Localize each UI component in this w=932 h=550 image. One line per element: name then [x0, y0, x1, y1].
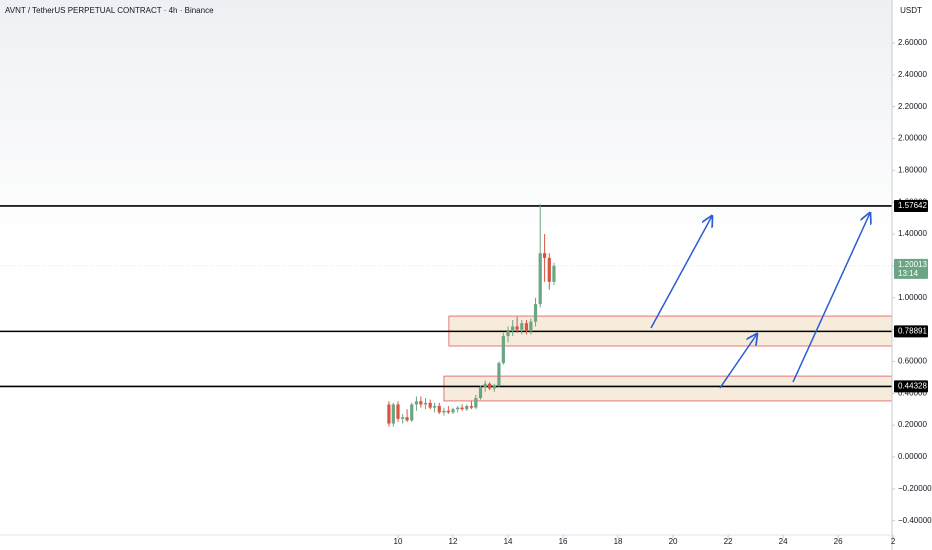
y-tick-label: 2.00000 [898, 134, 927, 143]
candle-body [547, 257, 551, 282]
y-tick-label: −0.40000 [898, 516, 932, 525]
y-tick-label: 0.40000 [898, 388, 927, 397]
x-tick-label: 20 [669, 537, 678, 546]
candle-body [538, 253, 542, 305]
candle-body [529, 321, 533, 332]
candle-body [401, 417, 405, 419]
candle-body [432, 406, 437, 408]
drawings [650, 213, 870, 389]
y-tick-label: 1.40000 [898, 229, 927, 238]
y-tick-label: 2.60000 [898, 38, 927, 47]
candle-body [465, 406, 469, 410]
candle-body [483, 383, 487, 387]
candle-body [391, 404, 395, 424]
y-tick-label: −0.20000 [898, 484, 932, 493]
y-tick-label: 0.20000 [898, 420, 927, 429]
candle-body [451, 409, 455, 413]
y-tick-label: 1.00000 [898, 293, 927, 302]
candle-body [487, 383, 492, 389]
chart-title: AVNT / TetherUS PERPETUAL CONTRACT · 4h … [5, 6, 214, 15]
arrow [650, 216, 712, 329]
x-tick-label: 18 [614, 537, 623, 546]
candle-body [543, 253, 547, 258]
level-label-box [894, 325, 928, 338]
x-tick-label: 22 [724, 537, 733, 546]
x-tick-label: 26 [834, 537, 843, 546]
candle-body [501, 335, 505, 364]
x-tick-label: 24 [779, 537, 788, 546]
last-price-label: 1.20013 [898, 260, 927, 269]
y-tick-label: 2.40000 [898, 70, 927, 79]
candle-body [405, 417, 409, 421]
countdown-label: 13:14 [898, 269, 919, 278]
candle-body [456, 407, 460, 410]
arrow [792, 213, 870, 383]
candle-body [492, 385, 496, 389]
candle-body [414, 401, 419, 405]
candle-body [515, 326, 519, 330]
candle-body [419, 401, 423, 405]
candle-body [552, 265, 556, 282]
level-label: 1.57642 [898, 201, 927, 210]
y-tick-label: 1.80000 [898, 165, 927, 174]
candle-body [497, 363, 501, 386]
x-tick-label: 2 [891, 537, 896, 546]
plot-area [0, 203, 893, 427]
candle-body [428, 402, 432, 408]
candle-body [387, 404, 391, 424]
axes: −0.40000 −0.20000 0.00000 0.20000 0.40000 0.6… [394, 38, 932, 546]
candle-body [511, 326, 515, 332]
candle-body [520, 323, 524, 330]
candle-body [437, 406, 441, 413]
x-tick-label: 16 [559, 537, 568, 546]
candle-body [460, 407, 464, 410]
candle-body [506, 331, 510, 336]
x-tick-label: 12 [449, 537, 458, 546]
candle-body [469, 406, 474, 408]
candle-body [533, 304, 538, 322]
y-tick-label: 0.60000 [898, 357, 927, 366]
x-tick-label: 10 [394, 537, 403, 546]
candle-body [478, 386, 483, 399]
candle-body [446, 410, 450, 413]
x-tick-label: 14 [504, 537, 513, 546]
y-tick-label: 0.00000 [898, 452, 927, 461]
candle-body [442, 410, 446, 413]
currency-label: USDT [900, 6, 922, 15]
candle-body [474, 398, 478, 408]
candle-body [396, 404, 400, 419]
last-price-box [894, 258, 928, 279]
level-label-box [894, 199, 928, 212]
candle-body [410, 404, 414, 421]
arrow [719, 334, 757, 389]
y-tick-label: 2.20000 [898, 102, 927, 111]
candle-body [524, 323, 529, 332]
candle-body [423, 402, 428, 405]
zone [443, 375, 893, 402]
level-label-box [894, 380, 928, 393]
level-label: 0.44328 [898, 382, 927, 391]
level-label: 0.78891 [898, 326, 927, 335]
